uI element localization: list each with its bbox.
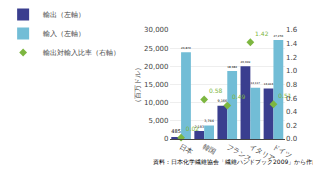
- svg-text:1.2: 1.2: [286, 54, 297, 62]
- svg-text:日本: 日本: [178, 143, 194, 157]
- svg-text:20,000: 20,000: [144, 63, 169, 71]
- svg-text:0.49: 0.49: [232, 93, 246, 100]
- svg-text:30,000: 30,000: [144, 26, 169, 34]
- svg-text:0.6: 0.6: [286, 95, 298, 103]
- svg-text:15,000: 15,000: [144, 81, 169, 89]
- svg-text:14,117: 14,117: [250, 81, 260, 85]
- svg-text:0.51: 0.51: [278, 92, 292, 99]
- svg-text:1.4: 1.4: [286, 40, 298, 48]
- svg-text:13,913: 13,913: [264, 82, 274, 86]
- svg-text:輸出対輸入比率（右軸）: 輸出対輸入比率（右軸）: [43, 49, 120, 57]
- svg-text:23,870: 23,870: [181, 46, 191, 50]
- svg-text:輸出（左軸）: 輸出（左軸）: [43, 11, 85, 19]
- svg-text:0.4: 0.4: [286, 108, 298, 116]
- svg-text:0.8: 0.8: [286, 81, 297, 89]
- svg-text:輸入（左軸）: 輸入（左軸）: [43, 30, 85, 38]
- svg-text:485: 485: [171, 128, 181, 134]
- svg-text:イタリア: イタリア: [248, 143, 276, 164]
- svg-text:0.02: 0.02: [186, 125, 200, 132]
- svg-text:25,000: 25,000: [144, 45, 169, 53]
- svg-text:（百万ドル）: （百万ドル）: [134, 64, 142, 106]
- svg-text:3,744: 3,744: [204, 119, 214, 123]
- svg-text:0.0: 0.0: [286, 135, 297, 143]
- svg-text:フランス: フランス: [225, 143, 253, 164]
- svg-text:18,684: 18,684: [227, 65, 237, 69]
- svg-text:1.42: 1.42: [255, 30, 269, 37]
- svg-text:1.6: 1.6: [286, 26, 298, 34]
- svg-text:10,000: 10,000: [144, 99, 169, 107]
- svg-text:ドイツ: ドイツ: [271, 143, 293, 160]
- svg-text:1.0: 1.0: [286, 67, 297, 75]
- svg-text:0: 0: [164, 135, 168, 143]
- svg-text:資料：日本化学繊維協会「繊維ハンドブック2009」から作成。: 資料：日本化学繊維協会「繊維ハンドブック2009」から作成。: [153, 158, 313, 166]
- svg-text:27,256: 27,256: [273, 34, 283, 38]
- svg-text:9,166: 9,166: [217, 99, 227, 103]
- svg-text:韓国: 韓国: [201, 143, 217, 157]
- svg-text:0.2: 0.2: [286, 122, 297, 130]
- svg-text:2,183: 2,183: [194, 125, 204, 129]
- svg-text:0.58: 0.58: [209, 87, 223, 94]
- svg-text:20,049: 20,049: [241, 60, 251, 64]
- svg-text:5,000: 5,000: [148, 117, 168, 125]
